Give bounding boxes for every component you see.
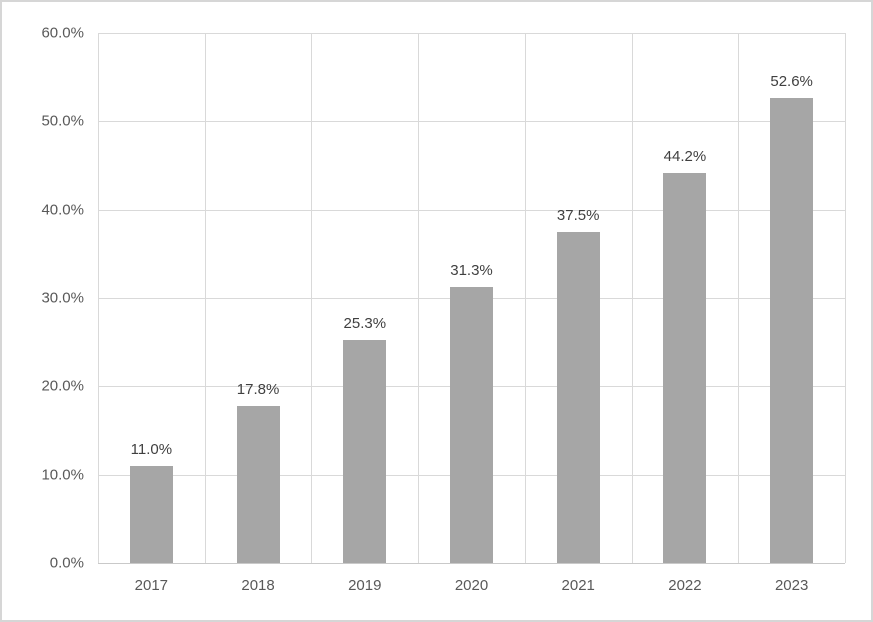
x-tick-label: 2022 [668, 577, 702, 594]
gridline-horizontal [98, 121, 845, 123]
bar [236, 405, 280, 563]
bar-data-label: 44.2% [663, 147, 707, 165]
gridline-vertical [845, 33, 846, 563]
bar-data-label: 17.8% [236, 380, 280, 398]
bar-data-label: 25.3% [343, 314, 387, 332]
y-tick-label: 60.0% [41, 24, 84, 42]
gridline-vertical [418, 33, 420, 563]
x-tick-label: 2020 [454, 577, 489, 594]
y-tick-label: 40.0% [41, 201, 84, 219]
gridline-horizontal [98, 209, 845, 211]
y-tick-label: 10.0% [41, 466, 84, 484]
gridline-vertical [311, 33, 313, 563]
bar-data-label: 31.3% [450, 261, 493, 279]
x-tick-label: 2018 [241, 577, 275, 594]
bar [663, 172, 707, 563]
gridline-vertical [204, 33, 206, 563]
bar [556, 231, 600, 563]
x-tick-label: 2019 [348, 577, 382, 594]
y-tick-label: 50.0% [41, 112, 84, 130]
gridline-vertical [631, 33, 633, 563]
gridline-horizontal [98, 563, 845, 564]
bar-data-label: 11.0% [130, 440, 173, 458]
x-tick-label: 2023 [774, 577, 809, 594]
plot-area: 11.0% 17.8% 25.3% 31.3% 37.5% 44.2% 52.6% [98, 33, 846, 564]
gridline-horizontal [98, 33, 845, 34]
y-tick-label: 30.0% [41, 289, 84, 307]
gridline-vertical [98, 33, 99, 563]
bar-data-label: 52.6% [770, 73, 813, 91]
bar [129, 465, 173, 563]
x-tick-label: 2021 [561, 577, 595, 594]
bar [450, 286, 493, 563]
bar [343, 339, 387, 563]
bar [770, 98, 814, 563]
gridline-vertical [524, 33, 526, 563]
gridline-vertical [738, 33, 740, 563]
y-tick-label: 20.0% [41, 377, 84, 395]
x-tick-label: 2017 [134, 577, 169, 594]
bar-data-label: 37.5% [556, 206, 600, 224]
y-tick-label: 0.0% [49, 554, 84, 572]
